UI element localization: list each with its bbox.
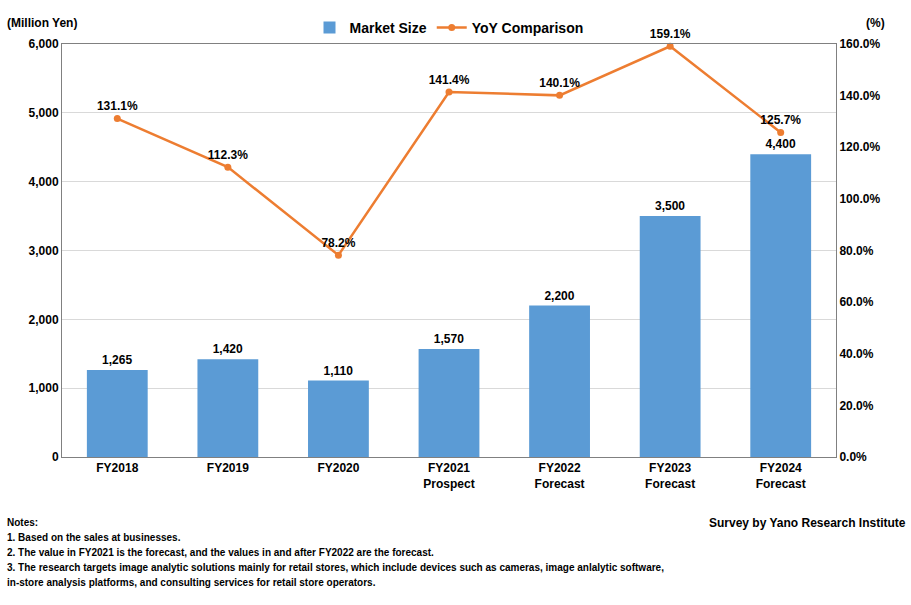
svg-text:2,200: 2,200 (544, 289, 574, 303)
svg-text:78.2%: 78.2% (321, 236, 355, 250)
svg-text:1,110: 1,110 (324, 364, 354, 378)
svg-text:1. Based on the sales at busin: 1. Based on the sales at businesses. (7, 532, 181, 543)
svg-text:125.7%: 125.7% (760, 113, 801, 127)
svg-text:4,400: 4,400 (766, 137, 796, 151)
svg-text:FY2019: FY2019 (207, 461, 249, 475)
svg-text:0.0%: 0.0% (839, 450, 867, 464)
svg-text:120.0%: 120.0% (839, 140, 880, 154)
svg-text:159.1%: 159.1% (650, 27, 691, 41)
svg-text:1,570: 1,570 (434, 332, 464, 346)
svg-text:140.0%: 140.0% (839, 89, 880, 103)
svg-text:(%): (%) (866, 16, 885, 30)
svg-text:2,000: 2,000 (29, 313, 59, 327)
svg-text:3,000: 3,000 (29, 244, 59, 258)
svg-text:in-store analysis platforms, a: in-store analysis platforms, and consult… (7, 577, 376, 588)
svg-text:1,420: 1,420 (213, 342, 243, 356)
svg-text:FY2024Forecast: FY2024Forecast (756, 461, 806, 491)
svg-text:3. The research targets image: 3. The research targets image analytic s… (7, 562, 664, 573)
svg-text:Notes:: Notes: (7, 517, 38, 528)
svg-text:1,265: 1,265 (102, 353, 132, 367)
svg-text:80.0%: 80.0% (839, 244, 873, 258)
svg-text:FY2018: FY2018 (96, 461, 138, 475)
svg-text:FY2020: FY2020 (317, 461, 359, 475)
svg-text:3,500: 3,500 (655, 199, 685, 213)
svg-text:4,000: 4,000 (29, 175, 59, 189)
svg-text:140.1%: 140.1% (539, 76, 580, 90)
svg-text:20.0%: 20.0% (839, 399, 873, 413)
svg-text:0: 0 (52, 450, 59, 464)
svg-text:100.0%: 100.0% (839, 192, 880, 206)
svg-text:60.0%: 60.0% (839, 295, 873, 309)
svg-text:1,000: 1,000 (29, 381, 59, 395)
svg-text:5,000: 5,000 (29, 106, 59, 120)
svg-text:112.3%: 112.3% (208, 148, 248, 162)
svg-text:2. The value in FY2021 is the: 2. The value in FY2021 is the forecast, … (7, 547, 434, 558)
svg-text:FY2022Forecast: FY2022Forecast (535, 461, 585, 491)
svg-text:40.0%: 40.0% (839, 347, 873, 361)
svg-text:Survey by Yano Research Instit: Survey by Yano Research Institute (709, 516, 906, 530)
svg-text:Market Size: Market Size (350, 20, 427, 36)
svg-text:FY2021Prospect: FY2021Prospect (423, 461, 474, 491)
svg-text:FY2023Forecast: FY2023Forecast (645, 461, 695, 491)
svg-text:YoY Comparison: YoY Comparison (472, 20, 584, 36)
svg-text:160.0%: 160.0% (839, 37, 880, 51)
svg-text:6,000: 6,000 (29, 37, 59, 51)
svg-text:(Million Yen): (Million Yen) (7, 16, 77, 30)
svg-text:131.1%: 131.1% (97, 99, 138, 113)
svg-text:141.4%: 141.4% (429, 73, 470, 87)
